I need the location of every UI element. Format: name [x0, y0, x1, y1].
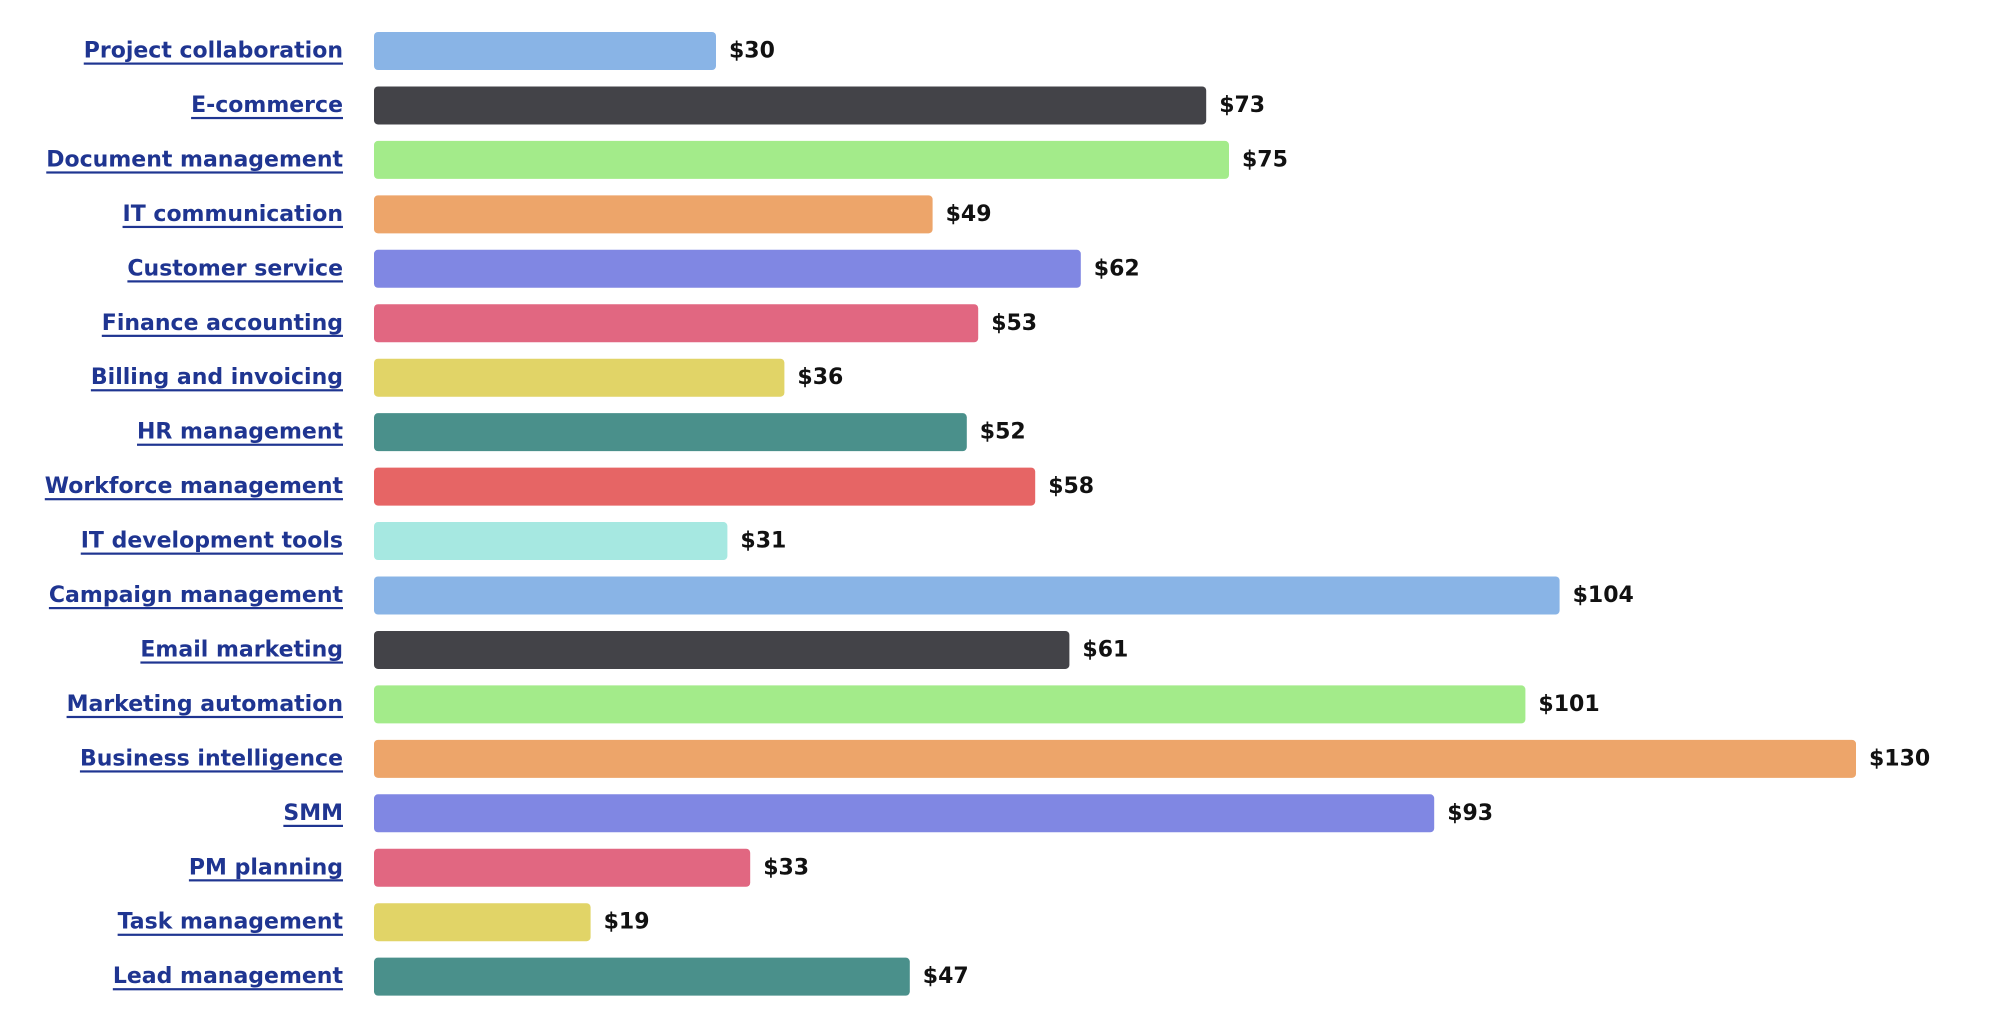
- bar-billing-and-invoicing[interactable]: [374, 358, 785, 397]
- category-label-pm-planning[interactable]: PM planning: [189, 855, 343, 880]
- bar-it-development-tools[interactable]: [374, 522, 728, 561]
- bar-marketing-automation[interactable]: [374, 685, 1526, 724]
- category-label-e-commerce[interactable]: E-commerce: [191, 93, 343, 118]
- category-label-project-collaboration[interactable]: Project collaboration: [84, 39, 343, 64]
- category-label-billing-and-invoicing[interactable]: Billing and invoicing: [91, 365, 343, 390]
- category-label-marketing-automation[interactable]: Marketing automation: [67, 692, 343, 717]
- value-label-project-collaboration: $30: [729, 39, 775, 64]
- bar-it-communication[interactable]: [374, 195, 933, 234]
- bar-task-management[interactable]: [374, 903, 591, 942]
- value-label-hr-management: $52: [980, 420, 1026, 445]
- category-label-business-intelligence[interactable]: Business intelligence: [80, 746, 343, 771]
- category-label-customer-service[interactable]: Customer service: [127, 256, 343, 281]
- category-label-workforce-management[interactable]: Workforce management: [45, 474, 344, 499]
- value-label-pm-planning: $33: [763, 855, 809, 880]
- value-label-smm: $93: [1447, 801, 1493, 826]
- bar-project-collaboration[interactable]: [374, 32, 716, 70]
- bar-customer-service[interactable]: [374, 249, 1081, 288]
- value-label-lead-management: $47: [923, 964, 969, 989]
- value-label-business-intelligence: $130: [1869, 746, 1930, 771]
- value-label-marketing-automation: $101: [1538, 692, 1599, 717]
- bar-e-commerce[interactable]: [374, 86, 1207, 125]
- category-label-lead-management[interactable]: Lead management: [113, 964, 344, 989]
- value-label-campaign-management: $104: [1573, 583, 1634, 608]
- category-label-it-development-tools[interactable]: IT development tools: [81, 529, 343, 554]
- bar-hr-management[interactable]: [374, 413, 967, 452]
- value-label-e-commerce: $73: [1219, 93, 1265, 118]
- value-label-it-development-tools: $31: [740, 529, 786, 554]
- value-label-billing-and-invoicing: $36: [797, 365, 843, 390]
- bar-document-management[interactable]: [374, 140, 1229, 179]
- category-label-finance-accounting[interactable]: Finance accounting: [102, 311, 343, 336]
- category-label-document-management[interactable]: Document management: [46, 147, 343, 172]
- value-label-workforce-management: $58: [1048, 474, 1094, 499]
- category-label-campaign-management[interactable]: Campaign management: [49, 583, 344, 608]
- value-label-document-management: $75: [1242, 147, 1288, 172]
- bar-finance-accounting[interactable]: [374, 304, 979, 343]
- bar-business-intelligence[interactable]: [374, 739, 1856, 778]
- value-label-email-marketing: $61: [1082, 637, 1128, 662]
- value-label-finance-accounting: $53: [991, 311, 1037, 336]
- value-label-task-management: $19: [604, 910, 650, 935]
- category-label-it-communication[interactable]: IT communication: [123, 202, 343, 227]
- bar-campaign-management[interactable]: [374, 576, 1560, 615]
- category-label-task-management[interactable]: Task management: [118, 910, 344, 935]
- category-label-email-marketing[interactable]: Email marketing: [140, 637, 343, 662]
- category-label-hr-management[interactable]: HR management: [137, 420, 343, 445]
- value-label-customer-service: $62: [1094, 256, 1140, 281]
- bar-lead-management[interactable]: [374, 957, 910, 996]
- category-label-smm[interactable]: SMM: [283, 801, 343, 826]
- bar-email-marketing[interactable]: [374, 630, 1070, 669]
- bar-pm-planning[interactable]: [374, 848, 751, 887]
- bar-smm[interactable]: [374, 794, 1435, 833]
- value-label-it-communication: $49: [946, 202, 992, 227]
- bar-workforce-management[interactable]: [374, 467, 1036, 506]
